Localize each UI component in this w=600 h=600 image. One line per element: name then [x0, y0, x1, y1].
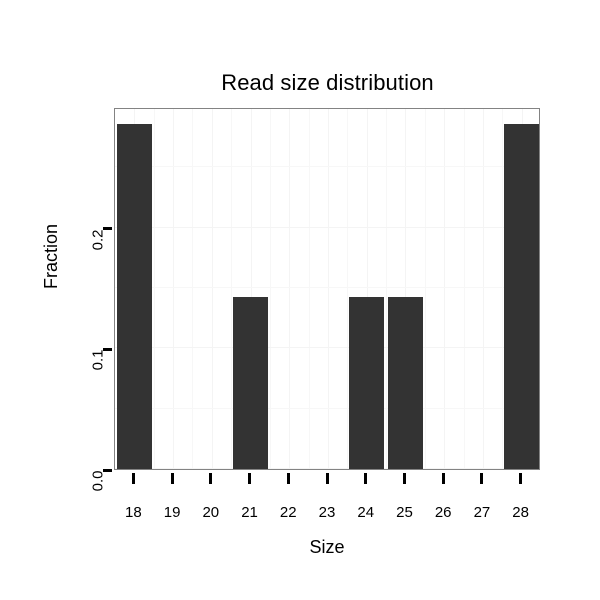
y-tick-label: 0.2: [89, 229, 107, 251]
grid-line-vertical-minor: [192, 109, 194, 469]
grid-line-vertical: [405, 109, 407, 469]
bar: [116, 124, 152, 469]
bar: [504, 124, 539, 469]
chart-title: Read size distribution: [221, 70, 434, 95]
x-tick-mark: [209, 473, 213, 484]
y-tick-mark: [103, 227, 112, 231]
x-tick-mark: [131, 473, 135, 484]
grid-line-horizontal-minor: [115, 287, 539, 288]
x-tick-mark: [402, 473, 406, 484]
grid-line-horizontal-minor: [115, 166, 539, 168]
bar: [233, 296, 268, 469]
x-tick-mark: [286, 473, 290, 484]
grid-line-vertical: [444, 109, 446, 469]
grid-line-vertical: [482, 109, 484, 469]
grid-line-vertical-minor: [153, 109, 155, 469]
x-tick-label: 22: [279, 504, 297, 521]
grid-line-vertical-minor: [424, 109, 426, 469]
x-tick-mark: [248, 473, 252, 484]
y-axis-title: Fraction: [41, 223, 61, 289]
x-tick-label: 18: [125, 504, 142, 521]
x-tick-label: 21: [241, 504, 258, 521]
grid-line-vertical: [366, 109, 368, 469]
x-tick-label: 19: [163, 504, 181, 521]
y-tick-label: 0.1: [89, 349, 107, 371]
x-tick-mark: [441, 473, 445, 484]
grid-line-vertical-minor: [308, 109, 310, 469]
grid-line-horizontal: [115, 347, 539, 349]
x-tick-mark: [519, 473, 523, 484]
x-tick-label: 28: [512, 504, 529, 521]
grid-line-horizontal: [115, 226, 539, 228]
bar: [388, 296, 423, 469]
y-tick-label: 0.0: [89, 470, 107, 492]
grid-line-vertical-minor: [269, 109, 271, 469]
x-axis-title: Size: [309, 537, 345, 557]
grid-line-vertical: [328, 109, 329, 469]
x-tick-label: 20: [202, 504, 220, 521]
x-tick-label: 27: [473, 504, 491, 521]
grid-line-vertical-minor: [463, 109, 465, 469]
x-tick-mark: [170, 473, 174, 484]
bar-series: [115, 109, 539, 469]
x-tick-mark: [480, 473, 484, 484]
x-tick-label: 26: [434, 504, 452, 521]
grid-line-horizontal: [115, 468, 539, 469]
grid-line-vertical: [173, 109, 175, 469]
x-tick-label: 25: [396, 504, 413, 521]
grid-line-vertical-minor: [386, 109, 388, 469]
grid-line-vertical-minor: [347, 109, 349, 469]
bar: [349, 296, 385, 469]
grid-line-vertical: [250, 109, 252, 469]
x-tick-mark: [364, 473, 368, 484]
x-tick-mark: [325, 473, 329, 484]
plot-panel: [114, 108, 540, 470]
x-tick-label: 23: [318, 504, 336, 521]
x-tick-label: 24: [357, 504, 375, 521]
grid-line-vertical: [289, 109, 291, 469]
grid-line-vertical-minor: [502, 109, 504, 469]
grid-line-vertical-minor: [231, 109, 233, 469]
grid-line-horizontal-minor: [115, 407, 539, 409]
y-tick-mark: [103, 468, 112, 472]
grid-line-vertical: [211, 109, 213, 469]
y-tick-mark: [103, 347, 112, 351]
